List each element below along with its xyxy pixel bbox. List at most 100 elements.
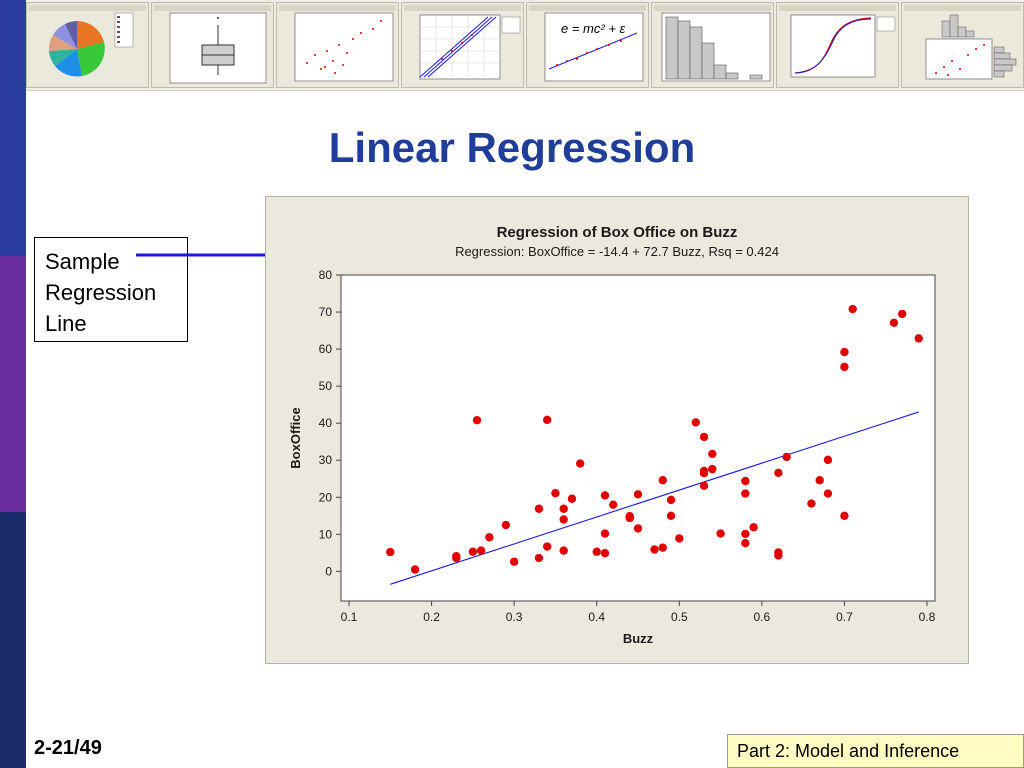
data-point [691,418,700,427]
data-point [534,504,544,513]
regression-chart-frame: Regression of Box Office on Buzz Regress… [265,196,969,664]
empirical-cdf-thumbnail [776,2,899,88]
data-point [633,524,643,533]
data-point [774,468,783,478]
data-point [386,547,395,557]
data-point [576,459,585,468]
chart-subtitle: Regression: BoxOffice = -14.4 + 72.7 Buz… [455,244,779,259]
pie-chart-icon [29,5,146,77]
data-point [542,542,552,551]
y-tick-label: 60 [319,342,333,356]
data-point [840,347,849,357]
y-tick-label: 40 [319,416,333,430]
data-point [675,534,684,543]
boxplot-thumbnail [151,2,274,88]
left-bar-purple-segment [0,256,26,512]
scatterplot-thumbnail [276,2,399,88]
fit-line-group [390,411,919,585]
data-point [592,547,601,556]
data-point [741,476,750,486]
x-tick-label: 0.8 [919,610,936,624]
data-point [501,520,511,530]
data-point [609,500,618,509]
pie-chart-thumbnail [26,2,149,88]
data-point [848,304,857,314]
chart-axes: 0.1 0.2 0.3 0.4 0.5 0.6 0.7 0.8 0 10 20 30 40 50 60 70 8… [319,268,936,624]
data-point [542,415,552,425]
y-tick-label: 20 [319,490,333,504]
data-point [509,557,519,566]
y-tick-label: 0 [325,564,332,578]
chart-thumbnail-strip: e = mc² + ε [26,0,1024,91]
data-point [559,546,568,555]
sample-regression-line-callout: Sample Regression Line [34,237,188,342]
callout-line-2: Regression [45,280,157,305]
data-point [782,452,791,462]
data-point [476,546,486,555]
y-tick-label: 50 [319,379,333,393]
data-point [472,416,482,425]
marginal-plot-thumbnail [901,2,1024,88]
marginal-plot-icon [904,5,1021,80]
formula-text: e = mc² + ε [561,21,626,36]
data-point [666,511,676,520]
probability-plot-thumbnail [401,2,524,88]
x-axis-label: Buzz [623,631,654,646]
data-point [840,362,849,372]
data-point [807,499,816,508]
data-point [485,533,494,542]
data-point [600,491,610,500]
data-point [699,432,709,442]
data-point [716,529,725,538]
regression-scatter-chart: Regression of Box Office on Buzz Regress… [288,224,936,646]
data-point [658,476,667,485]
plot-area [340,274,936,602]
probability-plot-icon [404,5,521,80]
data-point [741,529,750,539]
regression-fit-line [390,411,919,585]
data-point [898,309,907,319]
data-point [815,476,824,485]
data-point [600,549,610,558]
left-bar-navy-segment [0,512,26,768]
x-tick-label: 0.2 [423,610,440,624]
data-point [699,468,709,478]
histogram-icon [654,5,771,82]
data-point [666,495,676,505]
data-point [559,504,568,513]
data-point [914,334,923,343]
data-point [468,547,478,556]
data-point [741,539,750,548]
y-tick-label: 10 [319,527,333,541]
page-number: 2-21/49 [34,737,102,759]
x-tick-label: 0.6 [754,610,771,624]
slide-title: Linear Regression [328,124,696,171]
empirical-cdf-icon [779,5,896,78]
y-tick-label: 30 [319,453,333,467]
data-point [452,553,461,563]
data-point [840,511,849,520]
data-point [600,529,610,538]
y-axis-label: BoxOffice [288,407,303,468]
x-tick-label: 0.5 [671,610,688,624]
x-tick-label: 0.1 [341,610,358,624]
callout-line-1: Sample [45,249,120,274]
y-tick-label: 80 [319,268,333,282]
y-tick-label: 70 [319,305,333,319]
data-point [658,543,667,552]
data-point [559,515,568,524]
data-point [410,565,420,574]
data-point [749,523,758,532]
left-color-bar [0,0,26,768]
data-point [823,489,833,498]
left-bar-blue-segment [0,0,26,256]
data-point [650,545,659,554]
footer-part-label: Part 2: Model and Inference [727,734,1024,768]
x-tick-label: 0.7 [836,610,853,624]
chart-title: Regression of Box Office on Buzz [497,224,738,241]
data-point [551,488,560,498]
data-point [534,553,544,563]
data-point [699,481,709,490]
data-point [625,513,634,523]
data-point [889,318,899,327]
